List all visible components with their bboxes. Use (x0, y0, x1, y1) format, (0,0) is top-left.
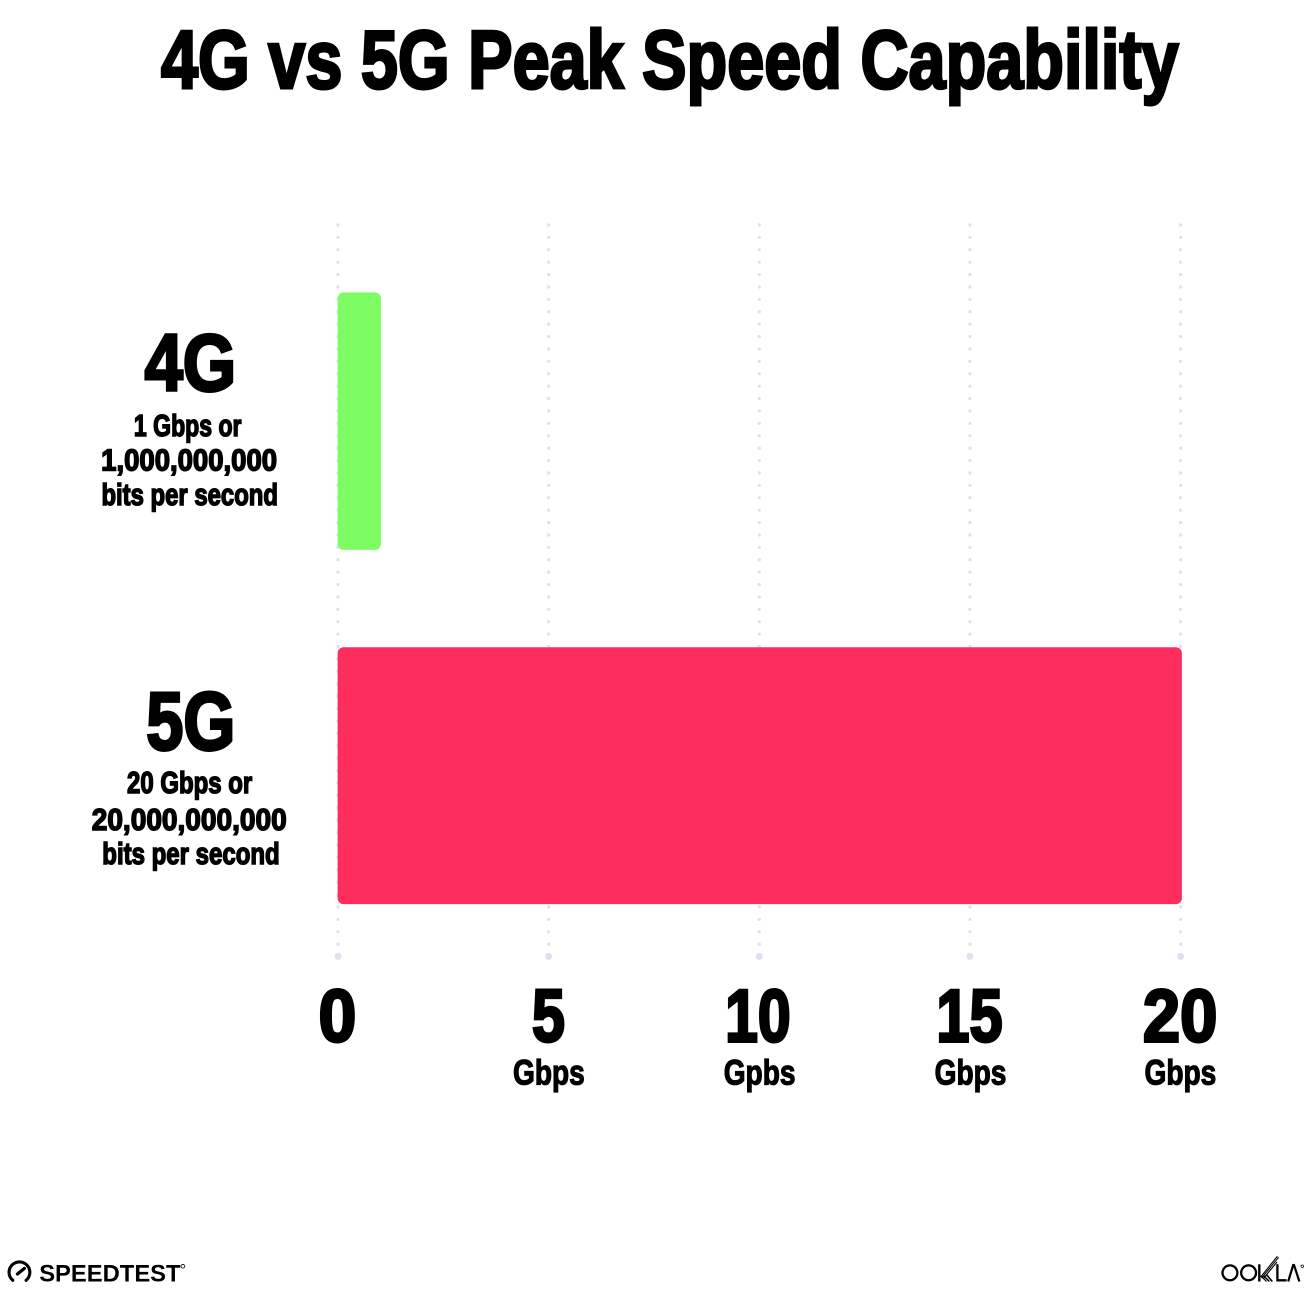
svg-text:Gbps: Gbps (935, 1052, 1007, 1092)
svg-text:Gbps: Gbps (513, 1052, 585, 1092)
svg-text:1,000,000,000: 1,000,000,000 (101, 445, 277, 478)
svg-text:4G vs 5G Peak Speed Capability: 4G vs 5G Peak Speed Capability (161, 13, 1179, 105)
svg-text:20: 20 (1143, 974, 1217, 1057)
svg-text:4G: 4G (145, 317, 237, 408)
svg-text:0: 0 (319, 976, 357, 1058)
svg-text:SPEEDTEST: SPEEDTEST (39, 1260, 181, 1287)
svg-text:Gbps: Gbps (1144, 1052, 1216, 1092)
svg-text:5: 5 (532, 975, 565, 1058)
svg-text:1 Gbps or: 1 Gbps or (134, 409, 242, 443)
svg-text:Gpbs: Gpbs (724, 1052, 796, 1092)
svg-text:20,000,000,000: 20,000,000,000 (92, 804, 287, 837)
svg-text:15: 15 (936, 975, 1002, 1058)
svg-text:5G: 5G (146, 675, 235, 767)
svg-text:bits per second: bits per second (102, 836, 279, 870)
svg-text:10: 10 (725, 975, 791, 1058)
svg-text:20 Gbps or: 20 Gbps or (127, 765, 252, 799)
svg-text:bits per second: bits per second (101, 477, 278, 511)
